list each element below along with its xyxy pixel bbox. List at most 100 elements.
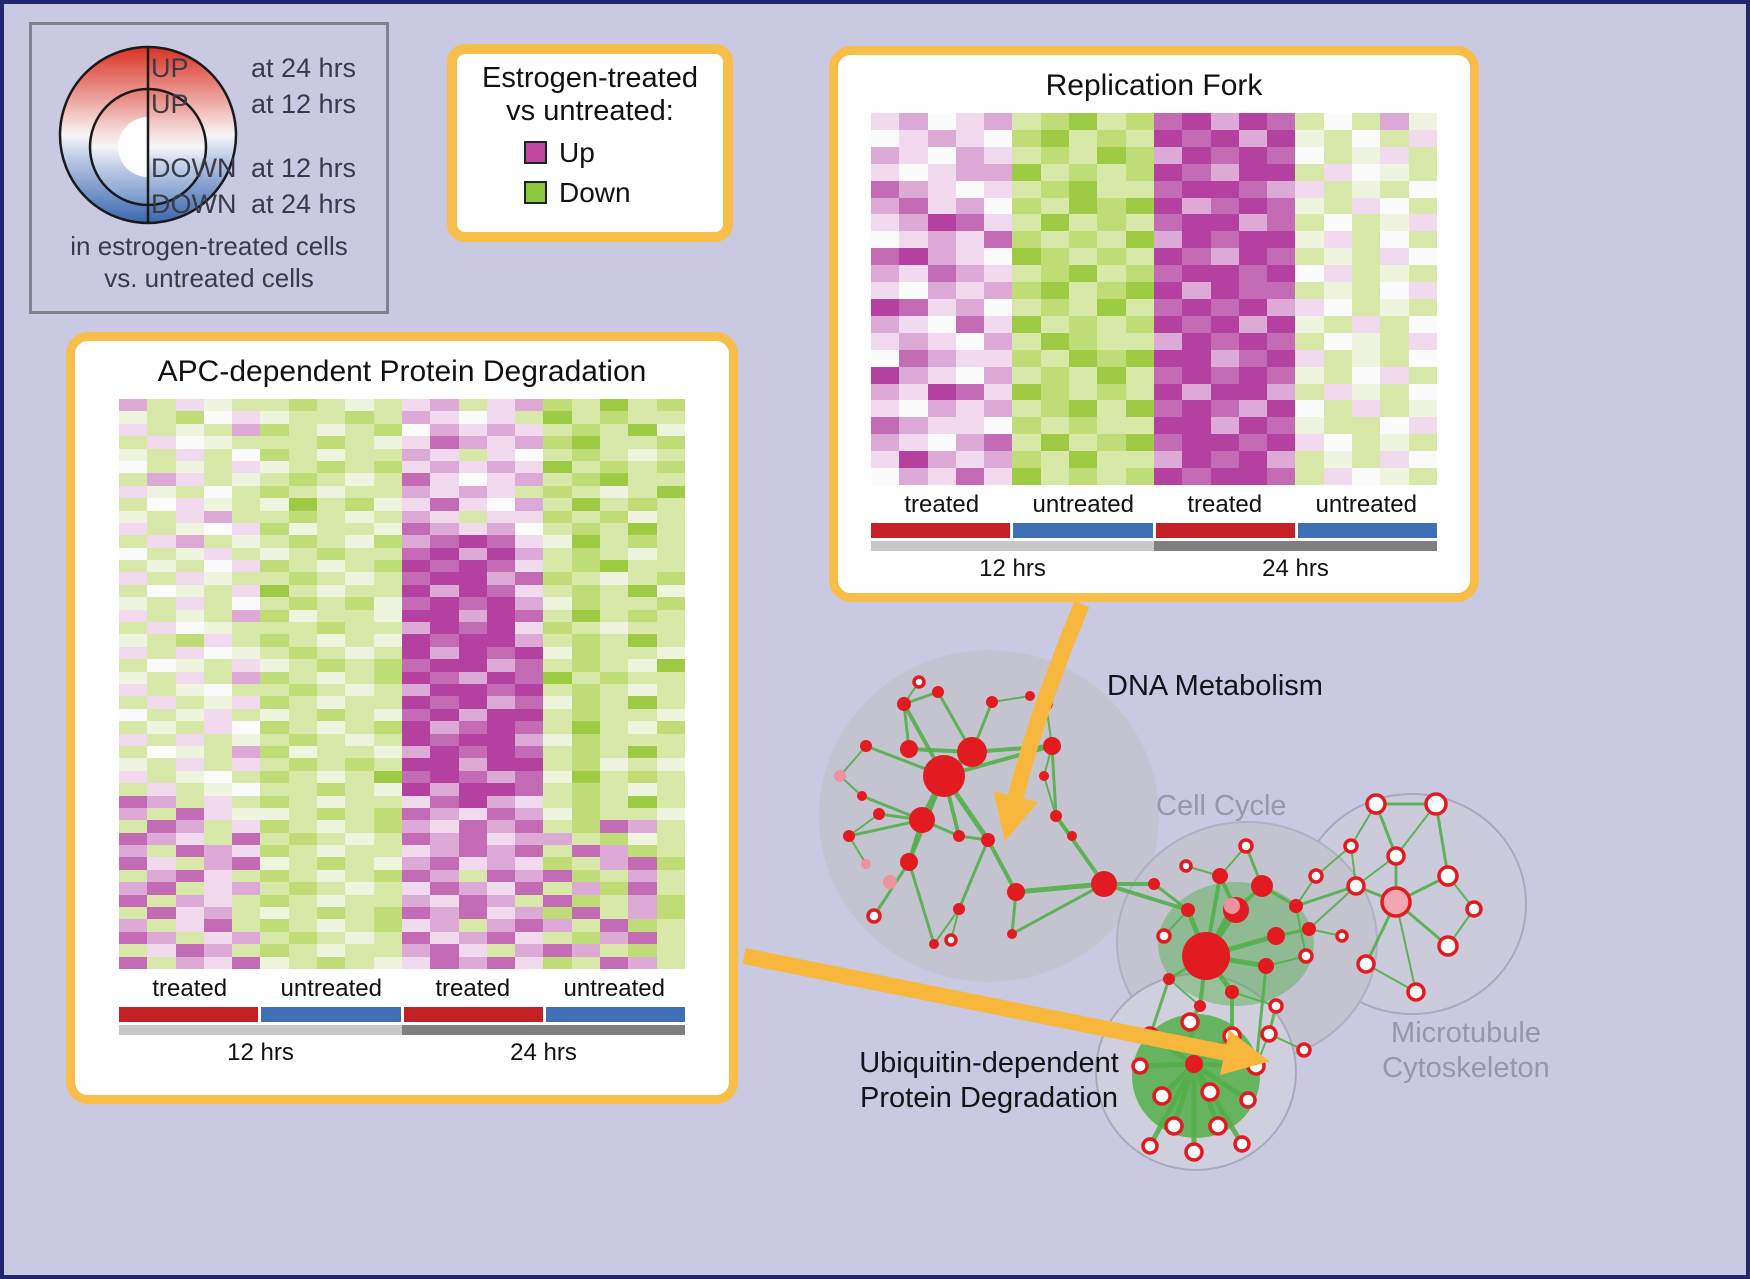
heatmap-cell: [486, 547, 516, 561]
heatmap-cell: [317, 436, 346, 449]
heatmap-cell: [1210, 417, 1239, 435]
heatmap-cell: [1125, 468, 1154, 485]
heatmap-cell: [119, 919, 148, 932]
heatmap-cell: [486, 783, 516, 796]
heatmap-cell: [1323, 400, 1353, 418]
heatmap-cell: [203, 733, 233, 746]
heatmap-cell: [1295, 197, 1324, 215]
gene-node: [929, 939, 939, 949]
heatmap-cell: [203, 783, 233, 796]
heatmap-cell: [1323, 417, 1353, 435]
heatmap-cell: [1097, 129, 1126, 147]
heatmap-cell: [1040, 366, 1070, 384]
heatmap-cell: [232, 399, 261, 412]
heatmap-cell: [656, 721, 685, 734]
heatmap-cell: [1352, 451, 1381, 469]
heatmap-cell: [486, 436, 516, 449]
heatmap-cell: [1182, 214, 1211, 232]
heatmap-cell: [203, 622, 233, 635]
heatmap-cell: [373, 609, 402, 623]
heatmap-cell: [147, 758, 176, 771]
heatmap-cell: [373, 931, 402, 945]
heatmap-cell: [232, 423, 261, 437]
heatmap-cell: [927, 129, 956, 147]
heatmap-cell: [147, 547, 176, 561]
heatmap-cell: [984, 129, 1013, 147]
heatmap-cell: [1125, 282, 1154, 299]
condition-label: treated: [435, 975, 511, 1002]
heatmap-cell: [175, 907, 204, 920]
heatmap-cell: [1069, 383, 1098, 401]
heatmap-cell: [543, 807, 572, 821]
heatmap-cell: [486, 857, 516, 870]
heatmap-cell: [955, 146, 985, 164]
heatmap-cell: [543, 783, 572, 796]
heatmap-cell: [571, 931, 601, 945]
heatmap-cell: [1097, 332, 1126, 350]
heatmap-cell: [1408, 197, 1437, 215]
updown-dir-label: UP: [151, 89, 189, 119]
heatmap-cell: [1352, 163, 1381, 181]
heatmap-cell: [203, 423, 233, 437]
time-bars: [871, 541, 1437, 551]
heatmap-cell: [871, 366, 900, 384]
heatmap-cell: [119, 696, 148, 709]
heatmap-cell: [600, 411, 629, 424]
heatmap-cell: [1125, 248, 1154, 266]
gene-node: [1308, 868, 1324, 884]
gene-node: [923, 755, 965, 797]
heatmap-cell: [430, 944, 459, 957]
heatmap-cell: [628, 572, 657, 585]
heatmap-cell: [1238, 163, 1268, 181]
gene-node: [1148, 878, 1160, 890]
heatmap-cell: [656, 956, 685, 969]
heatmap-cell: [430, 907, 459, 920]
heatmap-cell: [515, 572, 544, 585]
heatmap-cell: [288, 634, 318, 647]
heatmap-cell: [1323, 214, 1353, 232]
heatmap-cell: [600, 547, 629, 561]
heatmap-cell: [600, 473, 629, 486]
heatmap-cell: [955, 417, 985, 435]
heatmap-cell: [656, 820, 685, 833]
heatmap-cell: [1352, 298, 1381, 316]
network-edge: [936, 690, 974, 754]
heatmap-cell: [288, 473, 318, 486]
heatmap-cell: [345, 894, 374, 908]
heatmap-cell: [628, 485, 657, 499]
heatmap-cell: [1153, 248, 1183, 266]
heatmap-cell: [1012, 298, 1041, 316]
heatmap-cell: [600, 783, 629, 796]
heatmap-cell: [1323, 113, 1353, 130]
gene-node: [1302, 922, 1316, 936]
heatmap-cell: [515, 547, 544, 561]
heatmap-cell: [600, 448, 629, 461]
heatmap-cell: [373, 572, 402, 585]
heatmap-cell: [458, 597, 487, 610]
heatmap-cell: [628, 894, 657, 908]
network-edge: [1191, 1061, 1245, 1147]
heatmap-cell: [543, 758, 572, 771]
heatmap-cell: [288, 646, 318, 660]
heatmap-cell: [1323, 315, 1353, 333]
network-edge: [907, 774, 946, 864]
heatmap-cell: [984, 366, 1013, 384]
ubiquitin-degradation-label: Ubiquitin-dependent Protein Degradation: [834, 1046, 1144, 1116]
heatmap-cell: [628, 820, 657, 833]
heatmap-cell: [515, 807, 544, 821]
heatmap-cell: [1295, 180, 1324, 198]
heatmap-cell: [486, 473, 516, 486]
heatmap-cell: [1267, 417, 1296, 435]
heatmap-cell: [1069, 417, 1098, 435]
heatmap-cell: [1182, 332, 1211, 350]
heatmap-cell: [543, 547, 572, 561]
heatmap-cell: [430, 634, 459, 647]
heatmap-cell: [1380, 197, 1409, 215]
updown-legend: UP at 24 hrs UP at 12 hrs DOWN at 12 hrs…: [29, 22, 389, 314]
heatmap-cell: [373, 646, 402, 660]
heatmap-cell: [515, 919, 544, 932]
heatmap-cell: [260, 485, 289, 499]
heatmap-cell: [1182, 417, 1211, 435]
heatmap-cell: [317, 758, 346, 771]
heatmap-cell: [1153, 332, 1183, 350]
